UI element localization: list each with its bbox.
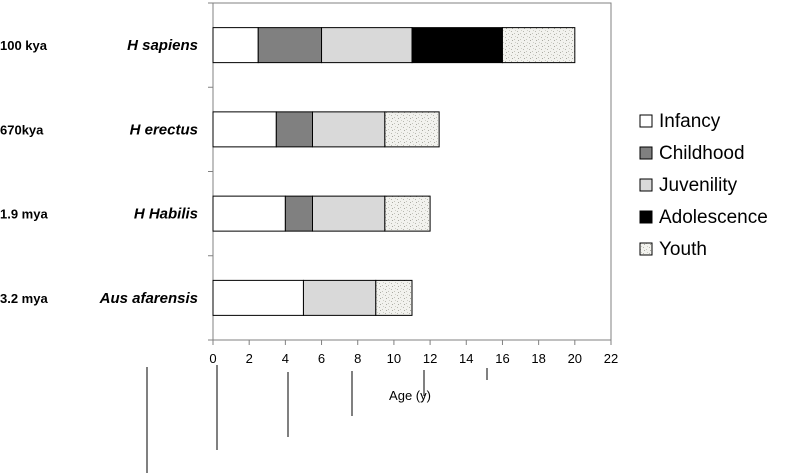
- species-label: H erectus: [130, 121, 198, 138]
- legend-swatch-youth: [639, 242, 653, 256]
- x-tick-label: 10: [387, 351, 401, 366]
- x-tick-label: 20: [568, 351, 582, 366]
- era-label: 1.9 mya: [0, 207, 48, 222]
- category-labels: 100 kya H sapiens 670kya H erectus 1.9 mya H …: [0, 37, 198, 307]
- x-tick-label: 12: [423, 351, 437, 366]
- bar-segment-infancy: [212, 27, 259, 64]
- legend-label: Infancy: [659, 111, 721, 132]
- legend-swatch-childhood: [639, 146, 653, 160]
- legend-label: Childhood: [659, 143, 745, 164]
- bar-segment-youth: [384, 195, 431, 232]
- bar-segment-childhood: [284, 195, 314, 232]
- bar-segment-infancy: [212, 111, 277, 148]
- legend-label: Juvenility: [659, 175, 738, 196]
- stray-marks: [146, 365, 488, 473]
- x-tick-label: 16: [495, 351, 509, 366]
- legend: Infancy Childhood Juvenility Adolescence You…: [639, 111, 768, 260]
- x-tick-label: 18: [531, 351, 545, 366]
- bar-series: [212, 27, 576, 316]
- bar-segment-infancy: [212, 195, 286, 232]
- bar-segment-juvenility: [312, 195, 386, 232]
- bar-segment-juvenility: [312, 111, 386, 148]
- bar-segment-youth: [375, 279, 413, 316]
- y-axis-ticks: [208, 2, 213, 341]
- bar-segment-juvenility: [321, 27, 413, 64]
- legend-label: Youth: [659, 239, 707, 260]
- species-label: H sapiens: [127, 37, 198, 54]
- bar-segment-juvenility: [302, 279, 377, 316]
- x-tick-label: 2: [246, 351, 253, 366]
- x-axis-ticks: 0 2 4 6 8 10 12 14 16 18 20 22: [209, 340, 618, 366]
- x-tick-label: 4: [282, 351, 289, 366]
- x-axis-title: Age (y): [389, 388, 431, 403]
- x-tick-label: 14: [459, 351, 473, 366]
- era-label: 3.2 mya: [0, 291, 48, 306]
- x-tick-label: 22: [604, 351, 618, 366]
- legend-swatch-infancy: [639, 114, 653, 128]
- species-label: H Habilis: [134, 206, 198, 223]
- species-label: Aus afarensis: [99, 290, 198, 307]
- era-label: 100 kya: [0, 38, 48, 53]
- bar-segment-youth: [501, 27, 576, 64]
- era-label: 670kya: [0, 122, 44, 137]
- legend-label: Adolescence: [659, 207, 768, 228]
- x-tick-label: 8: [354, 351, 361, 366]
- x-tick-label: 0: [209, 351, 216, 366]
- bar-segment-childhood: [257, 27, 323, 64]
- legend-swatch-juvenility: [639, 178, 653, 192]
- bar-segment-infancy: [212, 279, 304, 316]
- bar-segment-youth: [384, 111, 440, 148]
- legend-swatch-adolescence: [639, 210, 653, 224]
- bar-segment-childhood: [275, 111, 313, 148]
- x-tick-label: 6: [318, 351, 325, 366]
- bar-segment-adolescence: [411, 27, 503, 64]
